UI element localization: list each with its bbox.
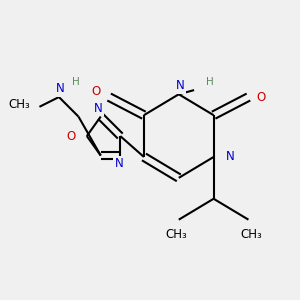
- Text: CH₃: CH₃: [8, 98, 30, 110]
- Text: H: H: [206, 77, 213, 87]
- Text: N: N: [56, 82, 65, 95]
- Text: N: N: [115, 158, 123, 170]
- Text: H: H: [72, 77, 80, 87]
- Text: O: O: [92, 85, 101, 98]
- Text: N: N: [176, 80, 184, 92]
- Text: CH₃: CH₃: [240, 228, 262, 241]
- Text: N: N: [94, 102, 102, 115]
- Text: O: O: [66, 130, 76, 142]
- Text: CH₃: CH₃: [165, 228, 187, 241]
- Text: O: O: [257, 91, 266, 103]
- Text: N: N: [226, 151, 235, 164]
